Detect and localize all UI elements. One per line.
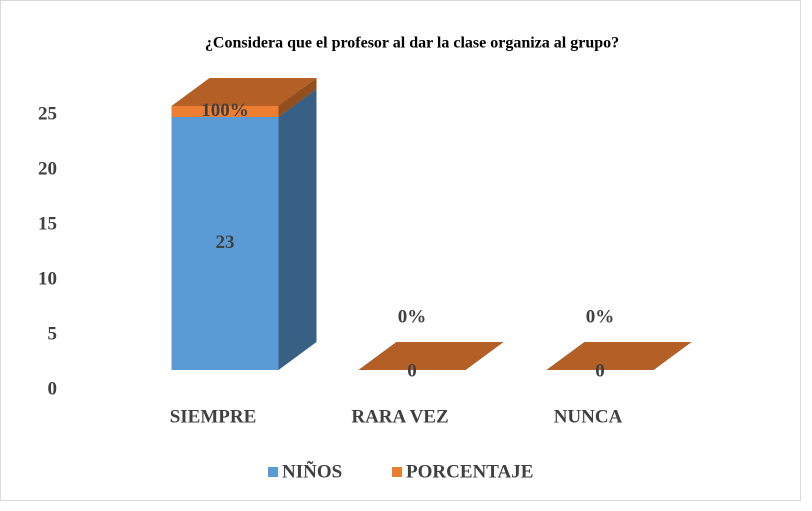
- bar-side: [278, 89, 317, 370]
- bar-front: [171, 106, 279, 117]
- bar-top: [358, 342, 504, 370]
- data-label: 0%: [398, 306, 427, 327]
- y-tick-label: 15: [38, 213, 57, 234]
- data-label: 0: [595, 360, 605, 381]
- x-tick-label: NUNCA: [554, 406, 623, 427]
- y-tick-label: 5: [48, 323, 58, 344]
- y-tick-label: 10: [38, 268, 57, 289]
- bar-top: [171, 78, 317, 106]
- data-label: 23: [216, 232, 235, 253]
- data-label: 0: [407, 360, 417, 381]
- bar-front: [171, 117, 279, 370]
- y-tick-label: 0: [48, 378, 58, 399]
- x-tick-label: RARA VEZ: [351, 406, 448, 427]
- y-tick-label: 25: [38, 103, 57, 124]
- bar-top: [546, 342, 692, 370]
- data-label: 0%: [586, 306, 615, 327]
- chart-border: [0, 0, 801, 501]
- legend-swatch: [392, 467, 402, 477]
- x-tick-label: SIEMPRE: [170, 406, 257, 427]
- legend-swatch: [268, 467, 278, 477]
- data-label: 100%: [201, 100, 249, 121]
- legend-label: PORCENTAJE: [406, 461, 533, 482]
- bar-side: [278, 78, 317, 117]
- y-tick-label: 20: [38, 158, 57, 179]
- legend-label: NIÑOS: [282, 460, 342, 482]
- chart-title: ¿Considera que el profesor al dar la cla…: [205, 35, 619, 52]
